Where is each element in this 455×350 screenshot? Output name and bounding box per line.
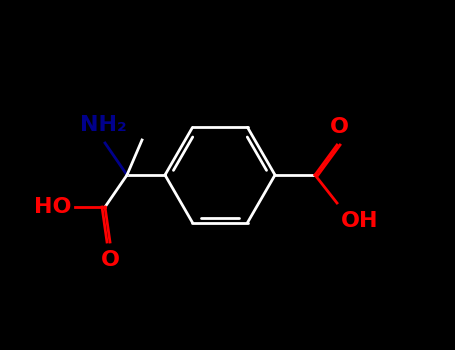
Text: HO: HO	[34, 197, 71, 217]
Text: O: O	[101, 250, 120, 270]
Text: OH: OH	[341, 211, 379, 231]
Text: NH₂: NH₂	[80, 115, 126, 135]
Text: O: O	[329, 117, 349, 137]
